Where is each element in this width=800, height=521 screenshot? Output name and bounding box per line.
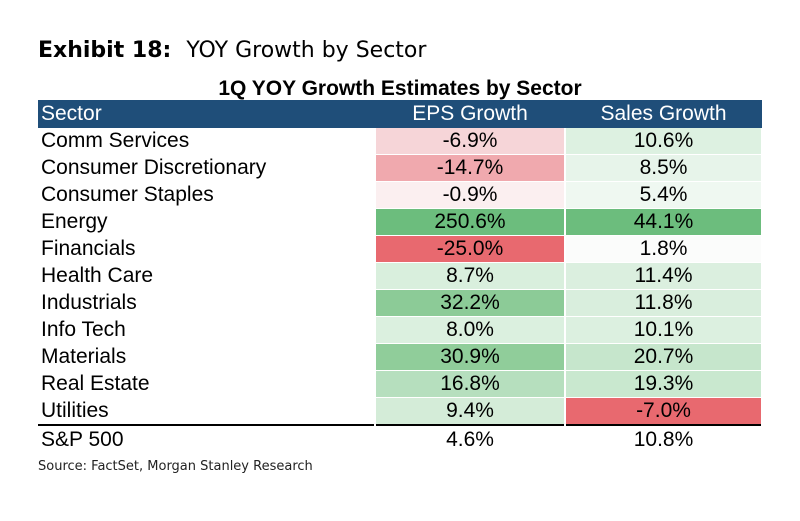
sector-name: Materials [38,343,376,371]
table-row: Industrials 32.2% 11.8% [38,289,763,317]
table-row: Comm Services -6.9% 10.6% [38,128,763,155]
sector-name: Comm Services [38,128,376,155]
source-note: Source: FactSet, Morgan Stanley Research [38,459,313,474]
eps-growth-cell: 32.2% [375,289,566,317]
eps-growth-cell: 250.6% [375,208,566,236]
column-header-eps-growth: EPS Growth [375,100,565,128]
sales-growth-cell: -7.0% [565,397,763,426]
sales-growth-cell: 1.8% [565,235,763,263]
eps-growth-cell: 9.4% [375,397,566,426]
sales-growth-cell: 20.7% [565,343,763,371]
sector-name: Real Estate [38,370,376,398]
sector-name: Info Tech [38,316,376,344]
sales-growth-cell: 11.4% [565,262,763,290]
sector-name: Consumer Staples [38,181,376,209]
eps-growth-cell: -0.9% [375,181,566,209]
total-eps-growth: 4.6% [375,424,566,454]
table-row: Financials -25.0% 1.8% [38,235,763,263]
total-label: S&P 500 [38,424,376,454]
table-row: Info Tech 8.0% 10.1% [38,316,763,344]
sector-name: Financials [38,235,376,263]
sales-growth-cell: 10.6% [565,128,763,155]
exhibit-heading: Exhibit 18: YOY Growth by Sector [38,38,426,63]
sales-growth-cell: 19.3% [565,370,763,398]
table-row: Real Estate 16.8% 19.3% [38,370,763,398]
table-row: Materials 30.9% 20.7% [38,343,763,371]
total-row: S&P 500 4.6% 10.8% [38,424,763,454]
sector-name: Energy [38,208,376,236]
table-row: Energy 250.6% 44.1% [38,208,763,236]
sales-growth-cell: 44.1% [565,208,763,236]
sales-growth-cell: 8.5% [565,154,763,182]
eps-growth-cell: 8.7% [375,262,566,290]
exhibit-number: Exhibit 18: [38,38,172,63]
growth-table: Sector EPS Growth Sales Growth Comm Serv… [38,100,763,454]
total-sales-growth: 10.8% [565,424,763,454]
table-row: Utilities 9.4% -7.0% [38,397,763,426]
table-row: Consumer Staples -0.9% 5.4% [38,181,763,209]
sector-name: Health Care [38,262,376,290]
eps-growth-cell: -25.0% [375,235,566,263]
eps-growth-cell: -6.9% [375,128,566,155]
sales-growth-cell: 10.1% [565,316,763,344]
sector-name: Industrials [38,289,376,317]
exhibit-title: YOY Growth by Sector [186,38,427,63]
eps-growth-cell: -14.7% [375,154,566,182]
eps-growth-cell: 30.9% [375,343,566,371]
sales-growth-cell: 11.8% [565,289,763,317]
sales-growth-cell: 5.4% [565,181,763,209]
table-row: Consumer Discretionary -14.7% 8.5% [38,154,763,182]
eps-growth-cell: 8.0% [375,316,566,344]
column-header-sales-growth: Sales Growth [565,100,762,128]
eps-growth-cell: 16.8% [375,370,566,398]
table-row: Health Care 8.7% 11.4% [38,262,763,290]
sector-name: Utilities [38,397,376,426]
chart-title: 1Q YOY Growth Estimates by Sector [218,77,582,100]
header-row: Sector EPS Growth Sales Growth [38,100,762,128]
sector-name: Consumer Discretionary [38,154,376,182]
column-header-sector: Sector [38,100,375,128]
